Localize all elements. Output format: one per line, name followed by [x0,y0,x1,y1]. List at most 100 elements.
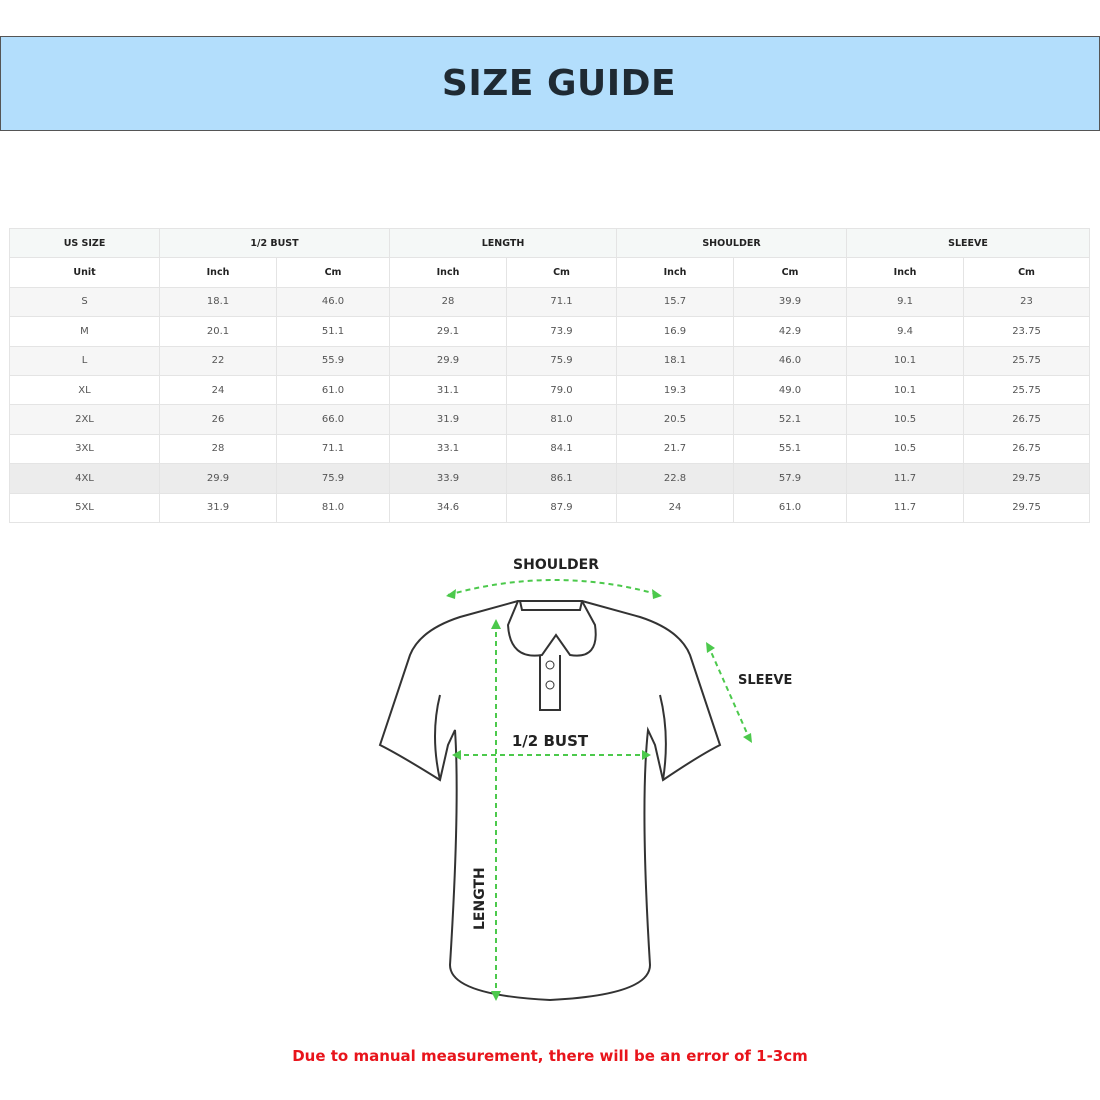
value-cell: 61.0 [732,492,848,523]
value-cell: 11.7 [846,463,965,494]
table-row: S 18.1 46.0 28 71.1 15.7 39.9 9.1 23 [9,286,1091,318]
value-cell: 55.9 [276,345,390,376]
size-cell: L [9,345,160,376]
button-icon [545,660,555,670]
value-cell: 81.0 [506,404,617,435]
table-row: 2XL 26 66.0 31.9 81.0 20.5 52.1 10.5 26.75 [9,404,1091,435]
value-cell: 33.1 [389,433,507,465]
size-cell: XL [9,374,160,406]
table-row: 5XL 31.9 81.0 34.6 87.9 24 61.0 11.7 29.75 [9,492,1091,523]
value-cell: 61.0 [276,374,390,406]
value-cell: 10.1 [846,374,965,406]
value-cell: 29.75 [963,492,1091,523]
value-cell: 18.1 [159,286,277,318]
value-cell: 23 [963,286,1091,318]
unit-header: Cm [963,257,1091,288]
group-header-row: US SIZE 1/2 BUST LENGTH SHOULDER SLEEVE [9,227,1091,259]
value-cell: 84.1 [506,433,617,465]
group-header: SLEEVE [846,227,1091,259]
group-header: 1/2 BUST [159,227,390,259]
value-cell: 55.1 [732,433,848,465]
value-cell: 28 [389,286,507,318]
measurement-note: Due to manual measurement, there will be… [292,1047,808,1065]
value-cell: 10.5 [846,404,965,435]
value-cell: 19.3 [616,374,734,406]
value-cell: 79.0 [506,374,617,406]
value-cell: 31.9 [159,492,277,523]
value-cell: 31.1 [389,374,507,406]
unit-header: Inch [846,257,965,288]
value-cell: 49.0 [732,374,848,406]
bust-label: 1/2 BUST [512,732,589,750]
value-cell: 22.8 [616,463,734,494]
value-cell: 29.9 [159,463,277,494]
value-cell: 9.4 [846,316,965,347]
value-cell: 18.1 [616,345,734,376]
shirt-outline [378,600,722,1002]
page-title: SIZE GUIDE [441,63,677,104]
value-cell: 52.1 [732,404,848,435]
value-cell: 33.9 [389,463,507,494]
table-row: M 20.1 51.1 29.1 73.9 16.9 42.9 9.4 23.75 [9,316,1091,347]
value-cell: 46.0 [276,286,390,318]
value-cell: 28 [159,433,277,465]
value-cell: 22 [159,345,277,376]
group-header: US SIZE [9,227,160,259]
value-cell: 81.0 [276,492,390,523]
size-table: US SIZE 1/2 BUST LENGTH SHOULDER SLEEVE … [9,227,1091,523]
unit-header: Unit [9,257,160,288]
shoulder-label: SHOULDER [513,557,599,573]
size-cell: M [9,316,160,347]
size-cell: 3XL [9,433,160,465]
value-cell: 24 [616,492,734,523]
size-cell: 2XL [9,404,160,435]
value-cell: 10.5 [846,433,965,465]
value-cell: 31.9 [389,404,507,435]
value-cell: 10.1 [846,345,965,376]
unit-header: Inch [616,257,734,288]
value-cell: 29.75 [963,463,1091,494]
arrowheads [446,589,752,1001]
value-cell: 20.5 [616,404,734,435]
size-cell: 5XL [9,492,160,523]
value-cell: 71.1 [506,286,617,318]
value-cell: 24 [159,374,277,406]
table-row: 4XL 29.9 75.9 33.9 86.1 22.8 57.9 11.7 29.75 [9,463,1091,494]
value-cell: 11.7 [846,492,965,523]
value-cell: 25.75 [963,345,1091,376]
value-cell: 57.9 [732,463,848,494]
value-cell: 71.1 [276,433,390,465]
size-cell: 4XL [9,463,160,494]
value-cell: 25.75 [963,374,1091,406]
unit-header: Cm [732,257,848,288]
unit-header: Inch [159,257,277,288]
value-cell: 46.0 [732,345,848,376]
value-cell: 73.9 [506,316,617,347]
table-row: 3XL 28 71.1 33.1 84.1 21.7 55.1 10.5 26.75 [9,433,1091,465]
value-cell: 87.9 [506,492,617,523]
value-cell: 34.6 [389,492,507,523]
value-cell: 23.75 [963,316,1091,347]
value-cell: 20.1 [159,316,277,347]
value-cell: 26.75 [963,433,1091,465]
unit-header: Cm [506,257,617,288]
value-cell: 29.9 [389,345,507,376]
unit-header: Cm [276,257,390,288]
value-cell: 51.1 [276,316,390,347]
length-label: LENGTH [472,867,488,930]
header-banner: SIZE GUIDE [0,36,1100,131]
measure-arrows [447,579,751,997]
table-row: XL 24 61.0 31.1 79.0 19.3 49.0 10.1 25.75 [9,374,1091,406]
value-cell: 75.9 [506,345,617,376]
shirt-diagram: SHOULDER SLEEVE 1/2 BUST LENGTH [378,557,792,1002]
group-header: SHOULDER [615,227,848,259]
value-cell: 66.0 [276,404,390,435]
value-cell: 15.7 [616,286,734,318]
value-cell: 21.7 [616,433,734,465]
value-cell: 39.9 [732,286,848,318]
value-cell: 86.1 [506,463,617,494]
value-cell: 29.1 [389,316,507,347]
unit-header: Inch [389,257,507,288]
value-cell: 9.1 [846,286,965,318]
value-cell: 26 [159,404,277,435]
